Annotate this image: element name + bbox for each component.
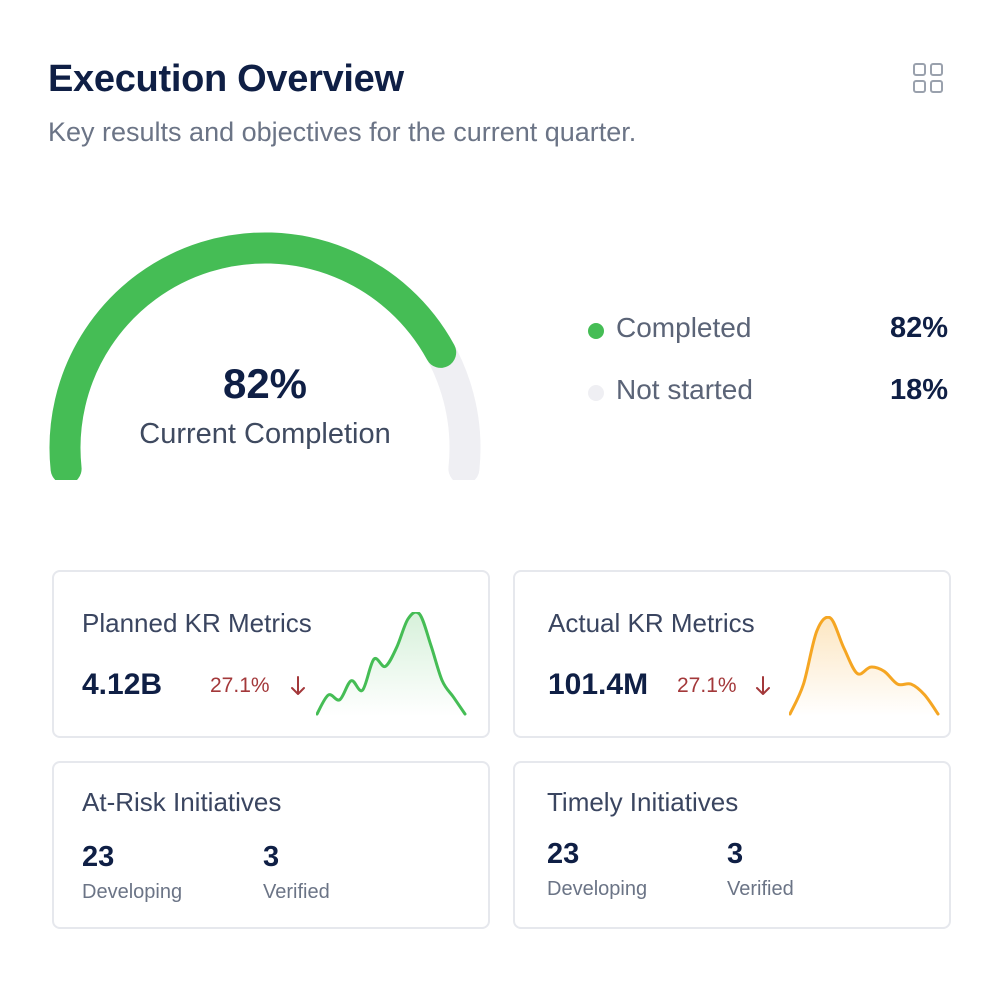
legend-dot-completed bbox=[588, 323, 604, 339]
card-title: At-Risk Initiatives bbox=[82, 787, 282, 817]
sparkline-line bbox=[316, 612, 467, 716]
developing-label: Developing bbox=[82, 881, 183, 903]
sparkline-area bbox=[790, 617, 938, 716]
verified-label: Verified bbox=[263, 881, 330, 903]
developing-count: 23 bbox=[547, 838, 580, 870]
verified-label: Verified bbox=[727, 878, 794, 900]
legend-label: Completed bbox=[616, 312, 752, 343]
grid-icon bbox=[913, 63, 943, 93]
gauge-svg bbox=[49, 232, 481, 480]
verified-count: 3 bbox=[727, 838, 744, 870]
gauge-legend: Completed 82% Not started 18% bbox=[586, 312, 956, 436]
metric-change: 27.1% bbox=[210, 674, 270, 697]
legend-value: 82% bbox=[889, 312, 948, 344]
page-title: Execution Overview bbox=[48, 58, 404, 100]
timely-initiatives-card[interactable]: Timely Initiatives 23 Developing 3 Verif… bbox=[513, 761, 951, 929]
card-title: Planned KR Metrics bbox=[82, 608, 312, 638]
legend-label: Not started bbox=[616, 374, 753, 405]
metric-change: 27.1% bbox=[677, 674, 737, 697]
at-risk-initiatives-card[interactable]: At-Risk Initiatives 23 Developing 3 Veri… bbox=[52, 761, 490, 929]
gauge-value: 82% bbox=[222, 360, 308, 407]
legend-item-completed: Completed 82% bbox=[586, 312, 956, 374]
arrow-down-icon bbox=[756, 676, 770, 695]
metric-value: 101.4M bbox=[548, 668, 649, 701]
gauge-label: Current Completion bbox=[139, 418, 391, 450]
card-title: Actual KR Metrics bbox=[548, 608, 755, 638]
grid-view-button[interactable] bbox=[908, 58, 948, 98]
actual-sparkline bbox=[789, 616, 940, 716]
metric-value: 4.12B bbox=[82, 668, 163, 701]
sparkline-line bbox=[789, 616, 940, 716]
arrow-down-icon bbox=[291, 676, 305, 695]
gauge-progress bbox=[49, 232, 457, 480]
legend-item-not-started: Not started 18% bbox=[586, 374, 956, 436]
developing-label: Developing bbox=[547, 878, 648, 900]
actual-kr-card[interactable]: Actual KR Metrics 101.4M 27.1% bbox=[513, 570, 951, 738]
legend-dot-not-started bbox=[588, 385, 604, 401]
planned-kr-card[interactable]: Planned KR Metrics 4.12B 27.1% bbox=[52, 570, 490, 738]
developing-count: 23 bbox=[82, 841, 115, 873]
legend-value: 18% bbox=[889, 374, 948, 406]
planned-sparkline bbox=[316, 612, 467, 716]
page-subtitle: Key results and objectives for the curre… bbox=[48, 117, 637, 147]
completion-gauge: 82% Current Completion bbox=[40, 230, 500, 480]
verified-count: 3 bbox=[263, 841, 280, 873]
card-title: Timely Initiatives bbox=[547, 787, 739, 817]
